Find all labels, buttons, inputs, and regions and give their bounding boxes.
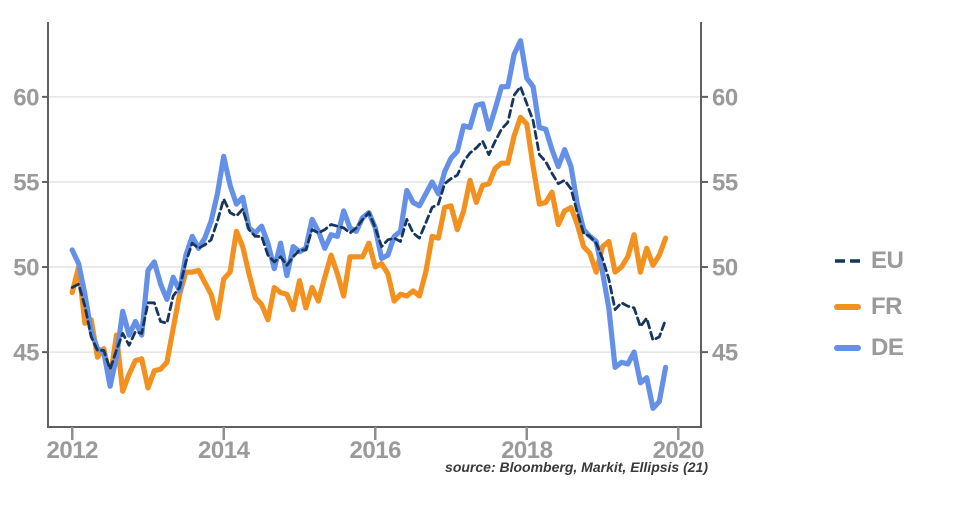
- legend-label-de: DE: [871, 334, 904, 361]
- legend: EU FR DE: [834, 245, 904, 364]
- series-eu-line: [70, 85, 667, 371]
- x-axis-label-2016: 2016: [350, 437, 402, 464]
- y-axis-label-right-60: 60: [712, 84, 738, 111]
- series-fr-line: [69, 114, 669, 394]
- legend-item-eu: EU: [834, 245, 904, 277]
- legend-item-de: DE: [834, 332, 904, 364]
- y-axis-label-left-45: 45: [13, 340, 39, 367]
- legend-item-fr: FR: [834, 291, 903, 323]
- y-axis-label-left-50: 50: [13, 255, 39, 282]
- eu-dashed-line-swatch: [834, 257, 862, 265]
- x-axis-label-2018: 2018: [501, 437, 553, 464]
- y-axis-label-left-55: 55: [13, 169, 39, 196]
- fr-line-swatch: [834, 303, 862, 311]
- y-axis-label-right-50: 50: [712, 255, 738, 282]
- de-line-swatch: [834, 344, 862, 352]
- y-axis-label-left-60: 60: [13, 84, 39, 111]
- legend-label-eu: EU: [871, 247, 904, 274]
- x-axis-label-2012: 2012: [47, 437, 99, 464]
- y-axis-label-right-45: 45: [712, 340, 738, 367]
- y-axis-label-right-55: 55: [712, 169, 738, 196]
- x-axis-label-2020: 2020: [653, 437, 705, 464]
- source-note: source: Bloomberg, Markit, Ellipsis (21): [445, 459, 708, 475]
- legend-label-fr: FR: [871, 293, 903, 320]
- x-axis-label-2014: 2014: [198, 437, 251, 464]
